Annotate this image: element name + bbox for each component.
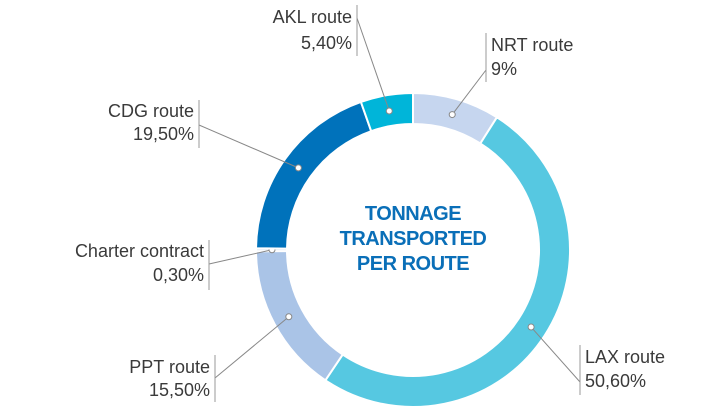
leader-dot: [385, 107, 393, 115]
slice-name: CDG route: [108, 101, 194, 121]
leader-dot: [294, 164, 302, 172]
slice-name: PPT route: [129, 357, 210, 377]
slice-value: 50,60%: [585, 371, 646, 391]
slice-name: Charter contract: [75, 241, 204, 261]
leader-line: [356, 17, 390, 112]
leader-line: [198, 124, 299, 169]
leader-line: [451, 69, 487, 115]
slice-value: 5,40%: [301, 33, 352, 53]
slice-name: LAX route: [585, 347, 665, 367]
slice-name: AKL route: [273, 7, 352, 27]
leader-line: [208, 249, 273, 265]
slice-value: 19,50%: [133, 124, 194, 144]
donut-slice: [324, 115, 571, 409]
leader-dot: [527, 323, 535, 331]
slice-value: 15,50%: [149, 380, 210, 400]
leader-dot: [448, 111, 456, 119]
slice-name: NRT route: [491, 35, 573, 55]
leader-dot: [285, 313, 293, 321]
chart-title: TONNAGE TRANSPORTED PER ROUTE: [339, 203, 487, 275]
slice-value: 9%: [491, 59, 517, 79]
slice-value: 0,30%: [153, 265, 204, 285]
leader-line: [530, 326, 581, 383]
leader-line: [214, 316, 290, 379]
